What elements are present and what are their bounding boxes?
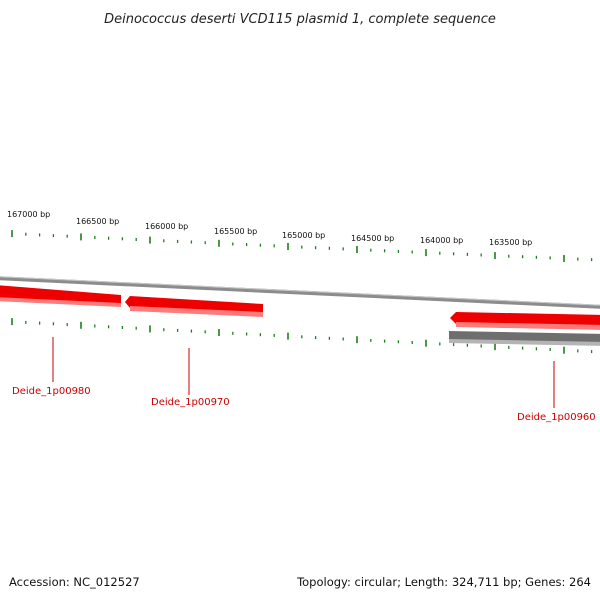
accession-text: Accession: NC_012527 [9, 575, 140, 589]
gene-deide-1p00980[interactable] [0, 285, 121, 307]
scale-label-165000: 165000 bp [282, 231, 325, 240]
scale-ticks-inner [11, 318, 593, 354]
plasmid-backbone [0, 276, 600, 309]
scale-label-165500: 165500 bp [214, 227, 257, 236]
scale-label-164500: 164500 bp [351, 234, 394, 243]
scale-label-167000: 167000 bp [7, 210, 50, 219]
gene-label-deide-1p00970[interactable]: Deide_1p00970 [151, 397, 230, 408]
gene-label-deide-1p00960[interactable]: Deide_1p00960 [517, 412, 596, 423]
gene-deide-1p00970[interactable] [125, 296, 263, 317]
gene-label-deide-1p00980[interactable]: Deide_1p00980 [12, 386, 91, 397]
scale-label-164000: 164000 bp [420, 236, 463, 245]
sequence-summary-text: Topology: circular; Length: 324,711 bp; … [296, 575, 591, 589]
scale-label-166000: 166000 bp [145, 222, 188, 231]
scale-label-163500: 163500 bp [489, 238, 532, 247]
scale-label-166500: 166500 bp [76, 217, 119, 226]
scale-ticks-outer [11, 230, 593, 262]
gray-feature [449, 331, 600, 346]
plasmid-backbone-highlight [0, 276, 600, 306]
gene-deide-1p00960[interactable] [450, 312, 600, 330]
map-title: Deinococcus deserti VCD115 plasmid 1, co… [104, 12, 496, 27]
